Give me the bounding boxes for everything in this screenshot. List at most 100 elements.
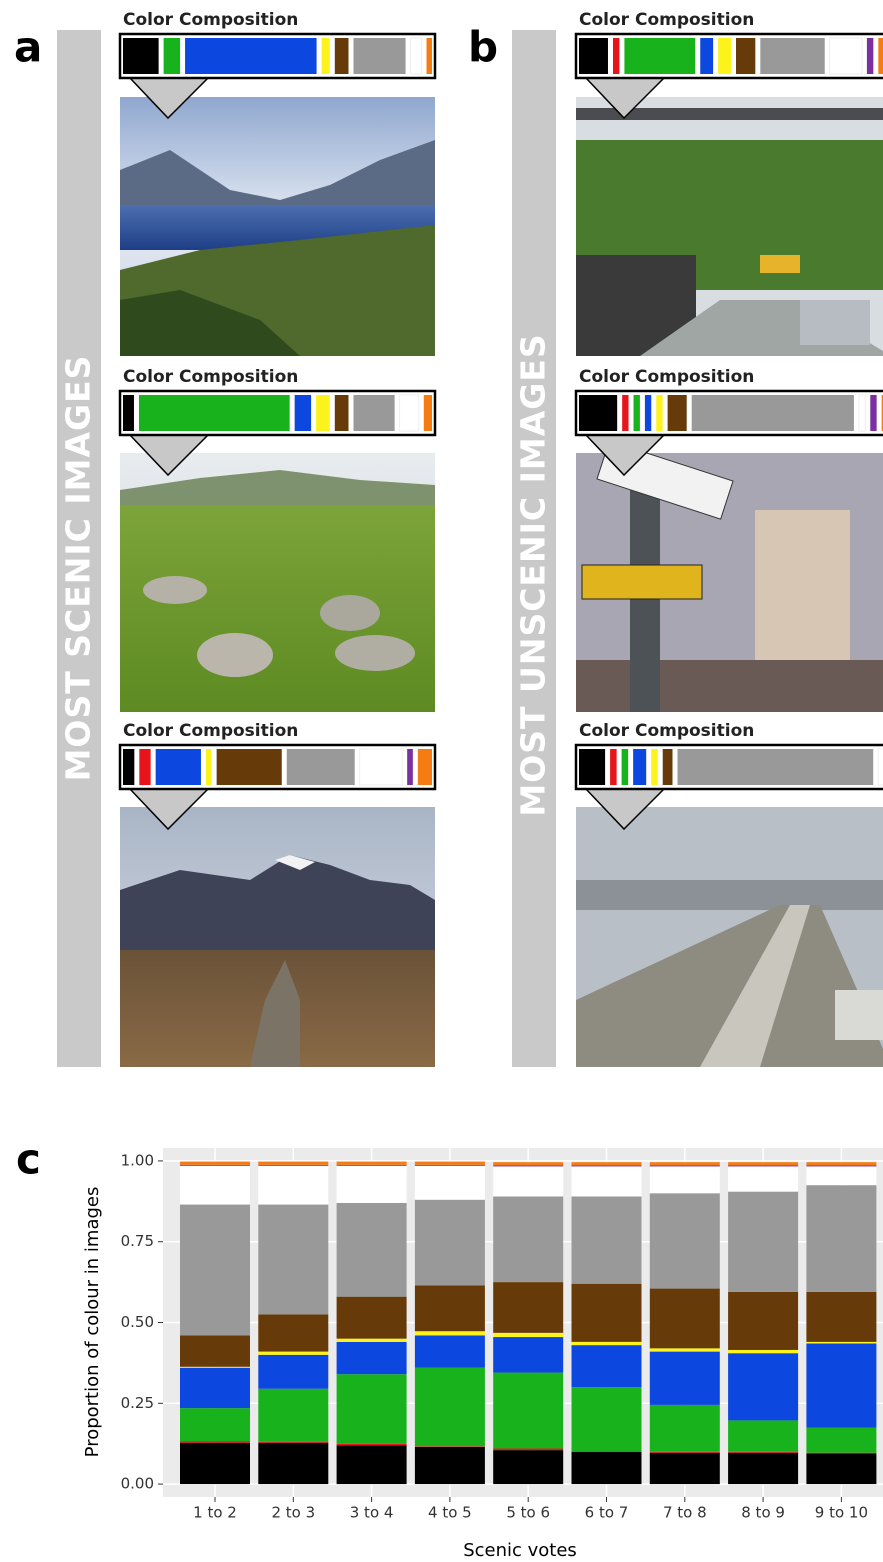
y-axis-title: Proportion of colour in images [82, 1187, 103, 1458]
composition-segment [123, 38, 159, 74]
bar-segment [571, 1451, 642, 1485]
composition-segment [858, 394, 866, 432]
side-band [57, 30, 101, 1067]
bar-segment [806, 1343, 877, 1428]
bar-segment [649, 1165, 720, 1167]
x-axis-title: Scenic votes [463, 1540, 577, 1561]
composition-segment [644, 395, 652, 431]
panel-label: c [16, 1135, 41, 1184]
bar-segment [493, 1196, 564, 1283]
bar-segment [414, 1331, 485, 1336]
composition-segment [718, 38, 731, 74]
composition-segment [700, 38, 714, 74]
composition-segment [691, 395, 854, 431]
composition-segment [677, 749, 874, 785]
bar-segment [414, 1165, 485, 1200]
panel-label: b [468, 23, 498, 72]
composition-title: Color Composition [123, 367, 298, 387]
bar-segment [258, 1165, 329, 1205]
composition-segment [760, 38, 825, 74]
bar-segment [336, 1445, 407, 1485]
composition-segment [610, 749, 617, 785]
bar-segment [258, 1351, 329, 1355]
composition-segment [417, 749, 432, 785]
composition-segment [353, 395, 395, 431]
photo [576, 440, 883, 712]
bar-segment [180, 1366, 250, 1368]
photo [120, 453, 435, 712]
bar-segment [414, 1335, 485, 1368]
y-tick-label: 0.25 [121, 1394, 154, 1412]
x-tick-label: 8 to 9 [741, 1504, 785, 1522]
photo [120, 807, 435, 1067]
composition-segment [579, 395, 618, 431]
bar-segment [649, 1288, 720, 1349]
bar-segment [728, 1451, 799, 1453]
bar-segment [493, 1165, 564, 1167]
composition-segment [667, 395, 687, 431]
bar-segment [728, 1452, 799, 1485]
composition-segment [353, 38, 406, 74]
composition-segment [426, 38, 432, 74]
composition-segment [216, 749, 282, 785]
bar-segment [493, 1166, 564, 1197]
composition-segment [185, 38, 317, 74]
bar-segment [180, 1204, 250, 1336]
composition-segment [877, 748, 883, 786]
bar-segment [728, 1166, 799, 1192]
bar-segment [258, 1354, 329, 1389]
bar-segment [493, 1162, 564, 1166]
bar-segment [649, 1451, 720, 1453]
composition-segment [163, 38, 181, 74]
bar-segment [728, 1349, 799, 1354]
bar-segment [728, 1353, 799, 1421]
x-tick-label: 2 to 3 [271, 1504, 315, 1522]
bar-segment [180, 1165, 250, 1205]
bar-segment [336, 1443, 407, 1446]
bar-segment [649, 1404, 720, 1452]
bar-segment [180, 1164, 250, 1166]
bar-segment [336, 1341, 407, 1375]
bar-segment [806, 1162, 877, 1166]
panel-label: a [14, 23, 42, 72]
bar-segment [571, 1451, 642, 1452]
bar-segment [414, 1199, 485, 1286]
x-tick-label: 5 to 6 [506, 1504, 550, 1522]
composition-segment [423, 395, 432, 431]
bar-segment [180, 1161, 250, 1165]
composition-segment [579, 749, 606, 785]
bar-segment [571, 1166, 642, 1197]
bar-segment [571, 1196, 642, 1284]
bar-segment [414, 1367, 485, 1447]
bar-segment [571, 1345, 642, 1388]
composition-title: Color Composition [123, 721, 298, 741]
bar-segment [258, 1164, 329, 1166]
bar-segment [728, 1291, 799, 1350]
bar-segment [571, 1162, 642, 1166]
bar-segment [258, 1161, 329, 1165]
bar-segment [571, 1387, 642, 1452]
composition-segment [359, 748, 403, 786]
bar-segment [336, 1202, 407, 1297]
bar-segment [806, 1185, 877, 1292]
bar-segment [649, 1162, 720, 1166]
composition-segment [881, 395, 883, 431]
bar-segment [806, 1452, 877, 1454]
bar-segment [493, 1448, 564, 1451]
photo [576, 97, 883, 356]
bar-segment [258, 1314, 329, 1352]
composition-segment [624, 38, 696, 74]
composition-segment [612, 38, 620, 74]
composition-segment [622, 395, 629, 431]
composition-segment [651, 749, 658, 785]
composition-segment [662, 749, 673, 785]
bar-segment [336, 1296, 407, 1339]
bar-segment [258, 1204, 329, 1315]
bar-segment [493, 1337, 564, 1373]
composition-title: Color Composition [123, 10, 298, 30]
bar-segment [649, 1351, 720, 1405]
y-tick-label: 0.50 [121, 1313, 154, 1331]
composition-segment [139, 749, 151, 785]
composition-segment [321, 38, 330, 74]
y-tick-label: 0.75 [121, 1232, 154, 1250]
